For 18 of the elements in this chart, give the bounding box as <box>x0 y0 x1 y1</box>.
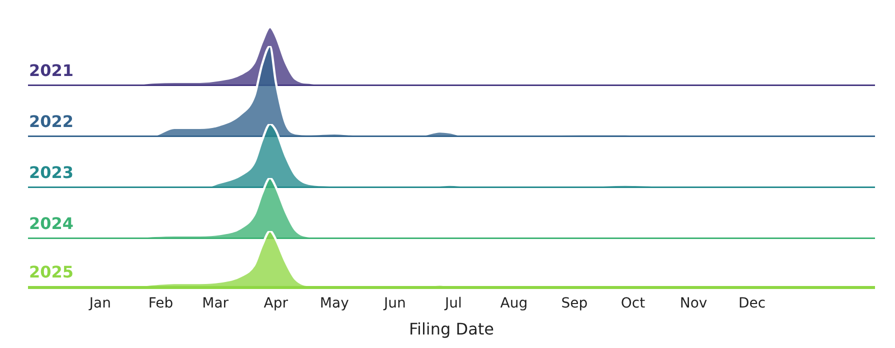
x-tick-label: Dec <box>738 296 766 312</box>
series-label: 2024 <box>29 214 74 233</box>
series-label: 2022 <box>29 112 74 131</box>
x-tick-label: Jun <box>382 296 406 312</box>
x-tick-label: Feb <box>148 296 174 312</box>
x-tick-label: Apr <box>264 296 288 312</box>
x-tick-label: Jan <box>88 296 112 312</box>
series-label: 2025 <box>29 262 74 282</box>
x-tick-label: Jul <box>444 296 462 312</box>
x-tick-label: May <box>320 296 349 312</box>
x-tick-label: Sep <box>561 296 588 312</box>
x-axis-title: Filing Date <box>409 320 494 339</box>
series-label: 2023 <box>29 163 74 182</box>
x-tick-label: Oct <box>620 296 646 312</box>
x-tick-label: Mar <box>202 296 229 312</box>
series-label: 2021 <box>29 61 74 80</box>
x-tick-label: Nov <box>680 296 708 312</box>
x-tick-label: Aug <box>500 296 528 312</box>
